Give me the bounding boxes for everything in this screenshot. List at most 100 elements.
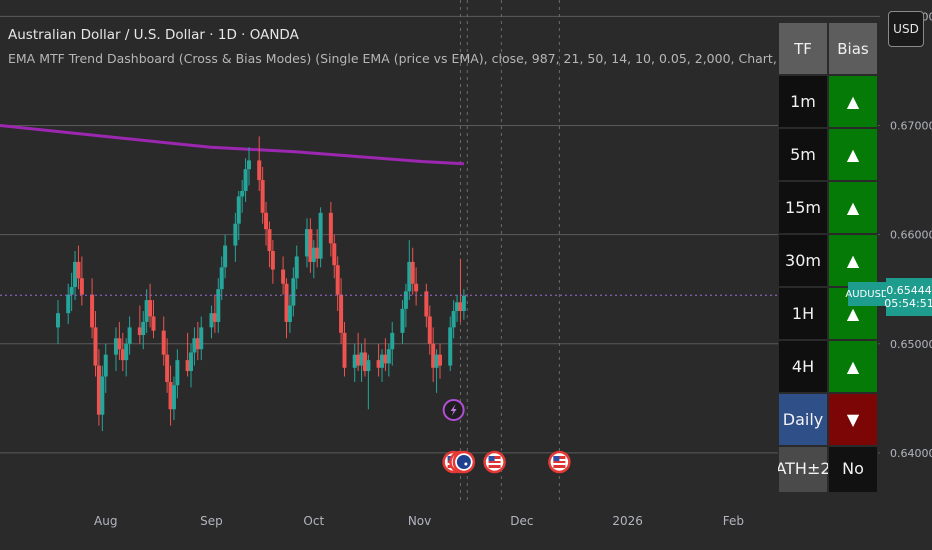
au-flag-icon	[452, 450, 476, 474]
candle-body	[93, 327, 98, 366]
candle-body	[79, 278, 84, 295]
candle-body	[311, 247, 316, 262]
candle-body	[270, 251, 275, 270]
lightning-icon	[442, 399, 465, 421]
candle-body	[291, 278, 296, 306]
candle-body	[192, 338, 197, 353]
candle-body	[335, 265, 340, 295]
lightning-glyph	[450, 404, 457, 416]
candle-body	[55, 313, 60, 328]
candle-body	[455, 302, 460, 312]
candle-body	[407, 261, 412, 292]
candle-body	[76, 261, 81, 279]
x-tick-label: Feb	[723, 514, 744, 528]
candle-body	[359, 352, 364, 366]
candle-body	[308, 229, 313, 262]
candle-body	[403, 291, 408, 309]
dashboard-row: 4H ▲	[778, 340, 878, 393]
flag-stripe	[488, 463, 501, 465]
candle-body	[90, 294, 95, 328]
timeframe-cell: Daily	[778, 393, 828, 446]
candle-body	[168, 381, 173, 410]
candle-body	[328, 212, 333, 244]
flag-canton	[553, 456, 560, 461]
candle-body	[294, 256, 299, 279]
candle-body	[281, 269, 286, 284]
flag-stripe	[553, 463, 566, 465]
bias-cell-up: ▲	[828, 128, 878, 181]
candle-body	[246, 160, 251, 170]
candle-body	[390, 332, 395, 350]
us-flag-icon	[548, 450, 571, 474]
candle-body	[212, 313, 217, 322]
currency-button[interactable]: USD	[888, 11, 924, 47]
bias-cell-up: ▲	[828, 181, 878, 234]
candle-body	[127, 327, 132, 344]
flag-canton	[488, 456, 495, 461]
x-tick-label: Aug	[94, 514, 117, 528]
candle-body	[461, 295, 466, 312]
candle-body	[120, 349, 125, 361]
header-bias: Bias	[828, 22, 878, 75]
candle-body	[223, 245, 228, 268]
candle-body	[257, 160, 262, 181]
candle-body	[318, 212, 323, 259]
timeframe-cell: 5m	[778, 128, 828, 181]
candle-body	[376, 360, 381, 368]
candle-body	[386, 349, 391, 364]
candle-body	[315, 247, 320, 259]
candle-body	[171, 385, 176, 410]
candle-body	[233, 223, 238, 246]
timeframe-cell: ATH±2	[778, 446, 831, 492]
bias-cell-up: ▲	[828, 75, 878, 128]
candle-body	[332, 243, 337, 266]
bias-cell-none: No	[828, 446, 878, 492]
candle-body	[458, 302, 463, 312]
trend-dashboard-table: TF Bias 1m ▲ 5m ▲ 15m ▲ 30m ▲ 1H ▲ 4H ▲ …	[778, 22, 878, 492]
dashboard-row: 30m ▲	[778, 234, 878, 287]
candle-body	[356, 354, 361, 366]
timeframe-cell: 4H	[778, 340, 828, 393]
candle-body	[410, 261, 415, 284]
candle-body	[438, 354, 442, 366]
x-tick-label: Dec	[510, 514, 533, 528]
timeframe-cell: 30m	[778, 234, 828, 287]
x-tick-label: Nov	[408, 514, 431, 528]
candle-body	[165, 354, 170, 382]
dashboard-row: 5m ▲	[778, 128, 878, 181]
candle-body	[400, 308, 405, 333]
last-price-value: 0.65444	[886, 284, 932, 297]
bias-cell-down: ▼	[828, 393, 878, 446]
dashboard-header-row: TF Bias	[778, 22, 878, 75]
candle-body	[219, 267, 224, 290]
y-tick-label: 0.65000	[890, 338, 932, 351]
timeframe-cell: 1H	[778, 287, 828, 340]
candle-body	[383, 354, 388, 364]
candle-body	[216, 289, 221, 322]
candle-body	[151, 316, 156, 331]
candle-body	[69, 287, 74, 295]
candle-body	[195, 338, 200, 350]
candle-body	[175, 360, 180, 386]
x-tick-label: Oct	[303, 514, 324, 528]
us-flag-icon	[483, 450, 506, 474]
ema-line	[0, 124, 464, 166]
candle-body	[366, 360, 371, 372]
candle-body	[267, 229, 272, 251]
candle-body	[66, 294, 71, 314]
symbol-price-label: AUDUSD	[845, 282, 889, 306]
candle-body	[240, 190, 245, 197]
candle-body	[148, 300, 153, 317]
indicator-legend[interactable]: EMA MTF Trend Dashboard (Cross & Bias Mo…	[8, 51, 806, 66]
symbol-title: Australian Dollar / U.S. Dollar · 1D · O…	[8, 27, 299, 43]
last-price-label: 0.65444 05:54:51	[884, 278, 932, 316]
timeframe-cell: 1m	[778, 75, 828, 128]
flag-star	[464, 462, 468, 466]
candle-body	[144, 300, 149, 322]
candle-body	[304, 229, 309, 257]
candle-body	[342, 332, 347, 368]
candle-body	[185, 360, 190, 372]
candle-body	[209, 313, 214, 328]
candle-body	[243, 169, 248, 191]
